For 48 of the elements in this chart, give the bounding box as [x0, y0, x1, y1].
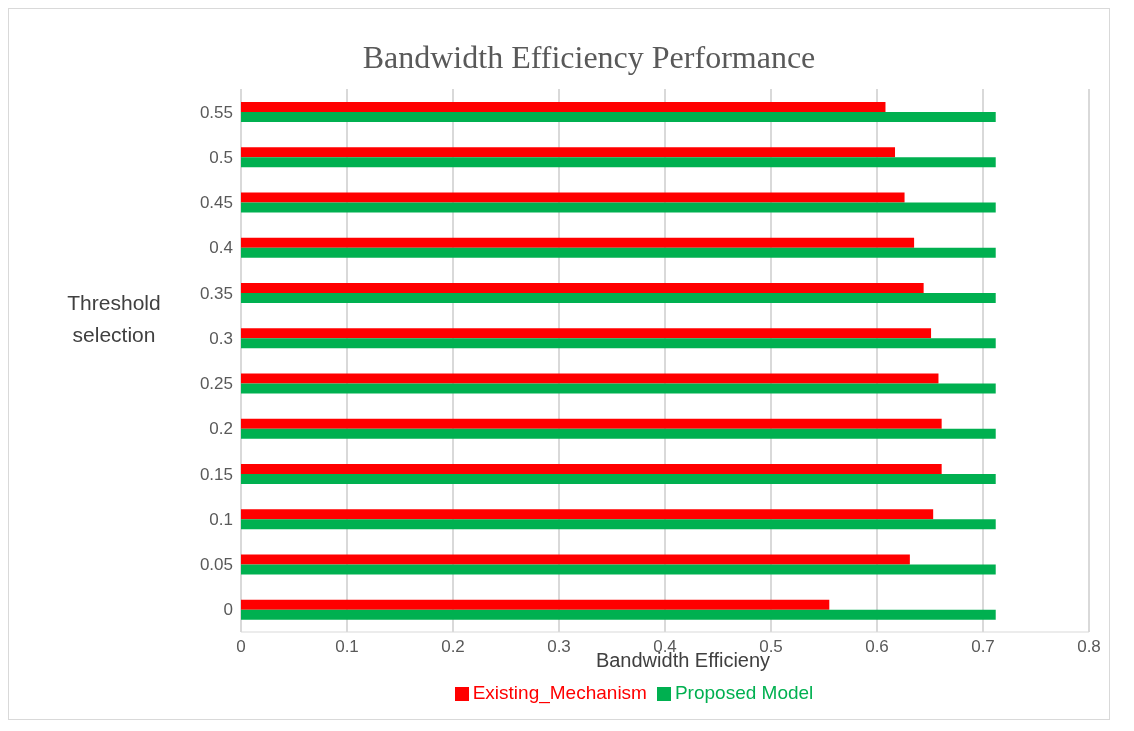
- y-tick-label: 0.3: [209, 328, 233, 348]
- bar: [241, 102, 886, 112]
- y-axis-title: Threshold selection: [66, 290, 162, 348]
- legend-label: Existing_Mechanism: [472, 682, 647, 703]
- x-tick-label: 0.8: [1077, 637, 1101, 657]
- y-tick-label: 0.55: [199, 102, 233, 122]
- x-tick-label: 0.1: [335, 637, 359, 657]
- y-tick-label: 0.2: [209, 419, 233, 439]
- bar: [241, 554, 910, 565]
- bar: [241, 564, 996, 575]
- x-tick-label: 0.2: [441, 637, 465, 657]
- chart-title: Bandwidth Efficiency Performance: [361, 39, 817, 76]
- legend-label: Proposed Model: [674, 682, 814, 703]
- bar: [241, 202, 996, 213]
- y-tick-label: 0.05: [199, 555, 233, 575]
- x-tick-label: 0.5: [759, 637, 783, 657]
- x-tick-label: 0.6: [865, 637, 889, 657]
- y-tick-label: 0.25: [199, 374, 233, 394]
- y-tick-label: 0: [223, 600, 233, 620]
- bar: [241, 247, 996, 258]
- bar: [241, 509, 934, 520]
- y-tick-label: 0.45: [199, 193, 233, 213]
- x-tick-label: 0.7: [971, 637, 995, 657]
- bar: [241, 464, 942, 474]
- y-tick-label: 0.1: [209, 509, 233, 529]
- bar: [241, 283, 924, 293]
- x-tick-label: 0: [236, 637, 246, 657]
- bar: [241, 237, 915, 248]
- bar: [241, 428, 996, 439]
- bar: [241, 373, 939, 384]
- bar: [241, 338, 996, 349]
- bar: [241, 609, 996, 620]
- y-tick-label: 0.15: [199, 464, 233, 484]
- bar: [241, 112, 996, 122]
- bar: [241, 474, 996, 484]
- bar: [241, 383, 996, 394]
- bar: [241, 599, 830, 610]
- bar: [241, 192, 905, 203]
- bar: [241, 293, 996, 303]
- bar: [241, 147, 896, 158]
- y-tick-label: 0.5: [209, 147, 233, 167]
- bar: [241, 328, 932, 339]
- y-tick-label: 0.35: [199, 283, 233, 303]
- x-tick-label: 0.3: [547, 637, 571, 657]
- bar: [241, 418, 942, 429]
- bar: [241, 519, 996, 530]
- bar: [241, 157, 996, 168]
- y-tick-label: 0.4: [209, 238, 233, 258]
